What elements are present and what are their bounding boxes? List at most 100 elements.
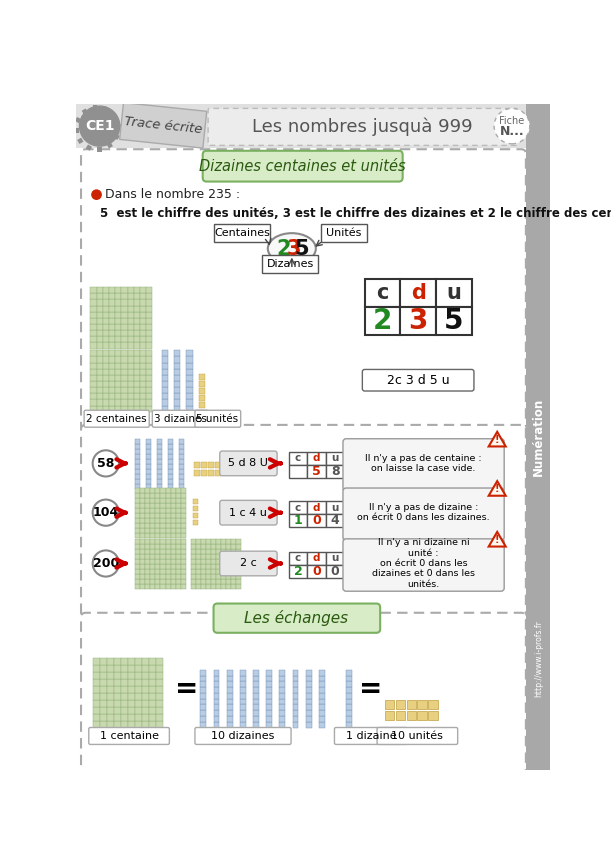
Bar (150, 554, 155, 559)
Bar (227, 716, 233, 721)
Bar (145, 579, 150, 584)
Text: Fiche: Fiche (499, 116, 525, 125)
Bar (206, 559, 211, 564)
Bar (122, 658, 128, 665)
Bar (109, 317, 115, 324)
Bar (155, 579, 161, 584)
Bar (253, 693, 259, 699)
Bar (128, 305, 134, 311)
Bar (108, 665, 114, 672)
Bar (206, 564, 211, 569)
Bar (166, 503, 170, 508)
Bar (146, 336, 152, 343)
Bar (365, 279, 400, 307)
Bar (145, 549, 150, 554)
Bar (526, 104, 550, 770)
Bar (140, 394, 146, 400)
Bar (326, 552, 345, 565)
Bar (122, 381, 128, 388)
Bar (141, 488, 145, 493)
Bar (140, 375, 146, 381)
Bar (142, 700, 149, 707)
Bar (97, 362, 103, 368)
Bar (161, 559, 166, 564)
Bar (214, 682, 219, 687)
Bar (236, 573, 241, 579)
Bar (149, 714, 156, 721)
Bar (122, 394, 128, 400)
Bar (146, 439, 151, 444)
Bar (146, 356, 152, 362)
Bar (114, 693, 122, 700)
Bar (196, 559, 201, 564)
Bar (385, 700, 394, 709)
Bar (128, 356, 134, 362)
Bar (221, 539, 226, 544)
Bar (168, 439, 173, 444)
Bar (97, 324, 103, 330)
Bar (157, 474, 162, 479)
Bar (196, 573, 201, 579)
Bar (108, 721, 114, 727)
Bar (134, 368, 140, 375)
Bar (135, 449, 141, 454)
Bar (109, 400, 115, 406)
Bar (149, 658, 156, 665)
Bar (134, 330, 140, 336)
Bar (90, 350, 97, 356)
Bar (150, 508, 155, 513)
Bar (201, 569, 206, 573)
Bar (146, 343, 152, 349)
Bar (319, 704, 325, 710)
Bar (196, 539, 201, 544)
FancyBboxPatch shape (220, 500, 277, 525)
Bar (170, 493, 175, 498)
Bar (128, 381, 134, 388)
Bar (221, 544, 226, 549)
Bar (166, 564, 170, 569)
Text: 4: 4 (331, 515, 340, 528)
Bar (211, 549, 216, 554)
Text: =: = (175, 675, 198, 703)
Bar (181, 493, 186, 498)
Bar (226, 573, 232, 579)
Bar (170, 523, 175, 528)
Bar (186, 381, 192, 388)
Bar (192, 499, 198, 504)
Bar (161, 513, 166, 518)
Bar (236, 544, 241, 549)
Bar (155, 559, 161, 564)
Bar (168, 458, 173, 464)
Bar (115, 356, 122, 362)
Bar (206, 549, 211, 554)
Bar (93, 700, 100, 707)
Bar (128, 388, 134, 394)
FancyBboxPatch shape (81, 150, 526, 430)
Bar (236, 554, 241, 559)
Bar (146, 362, 152, 368)
Text: Centaines: Centaines (214, 228, 270, 238)
Bar (140, 311, 146, 317)
Bar (122, 305, 128, 311)
Bar (186, 388, 192, 394)
Text: 10 dizaines: 10 dizaines (211, 731, 275, 741)
Bar (178, 474, 184, 479)
Bar (181, 549, 186, 554)
Bar (161, 554, 166, 559)
Bar (150, 579, 155, 584)
Bar (306, 693, 312, 699)
Bar (128, 679, 135, 686)
Bar (162, 406, 168, 412)
Bar (156, 700, 163, 707)
Bar (174, 368, 180, 375)
FancyBboxPatch shape (220, 551, 277, 576)
Polygon shape (489, 481, 506, 496)
Bar (140, 336, 146, 343)
Bar (146, 375, 152, 381)
Bar (289, 552, 307, 565)
Bar (226, 544, 232, 549)
Bar (109, 311, 115, 317)
Bar (211, 544, 216, 549)
Bar (227, 676, 233, 682)
Bar (134, 400, 140, 406)
